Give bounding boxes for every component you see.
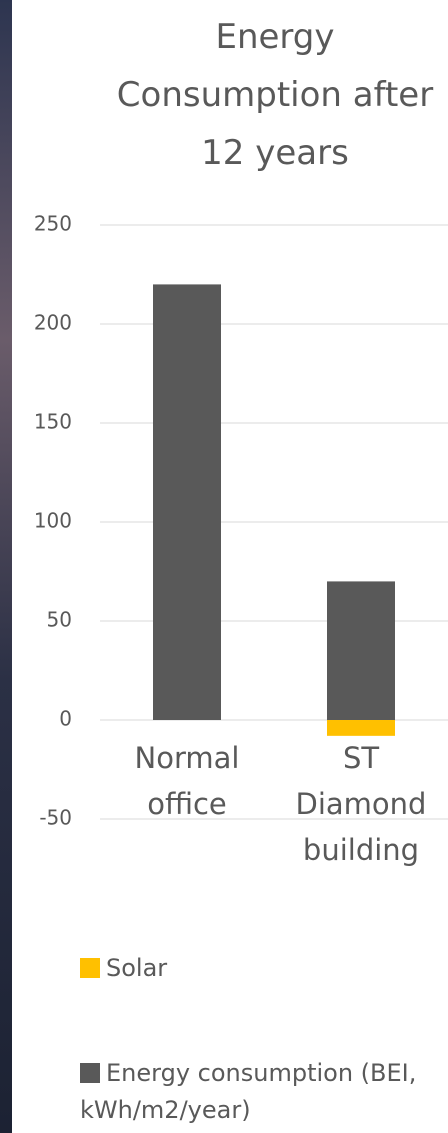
legend-swatch [80,1063,100,1083]
y-tick-label: 150 [34,410,72,434]
x-tick-label: ST Diamond building [295,741,427,867]
y-tick-label: -50 [39,806,72,830]
legend-label: Solar [106,954,168,982]
legend-entry: Energy consumption (BEI, kWh/m2/year) [80,1055,440,1129]
legend-entry: Solar [80,950,440,987]
legend-swatch [80,958,100,978]
bar [327,720,395,736]
x-tick-label: Normal office [134,741,240,821]
bar [327,581,395,720]
legend-label: Energy consumption (BEI, kWh/m2/year) [80,1059,417,1124]
y-tick-label: 200 [34,311,72,335]
bar [153,284,221,720]
y-tick-label: 250 [34,212,72,236]
y-tick-label: 100 [34,509,72,533]
chart-title: Energy Consumption after 12 years [116,17,434,173]
y-tick-label: 0 [59,707,72,731]
y-tick-label: 50 [47,608,72,632]
background-strip [0,0,12,1133]
